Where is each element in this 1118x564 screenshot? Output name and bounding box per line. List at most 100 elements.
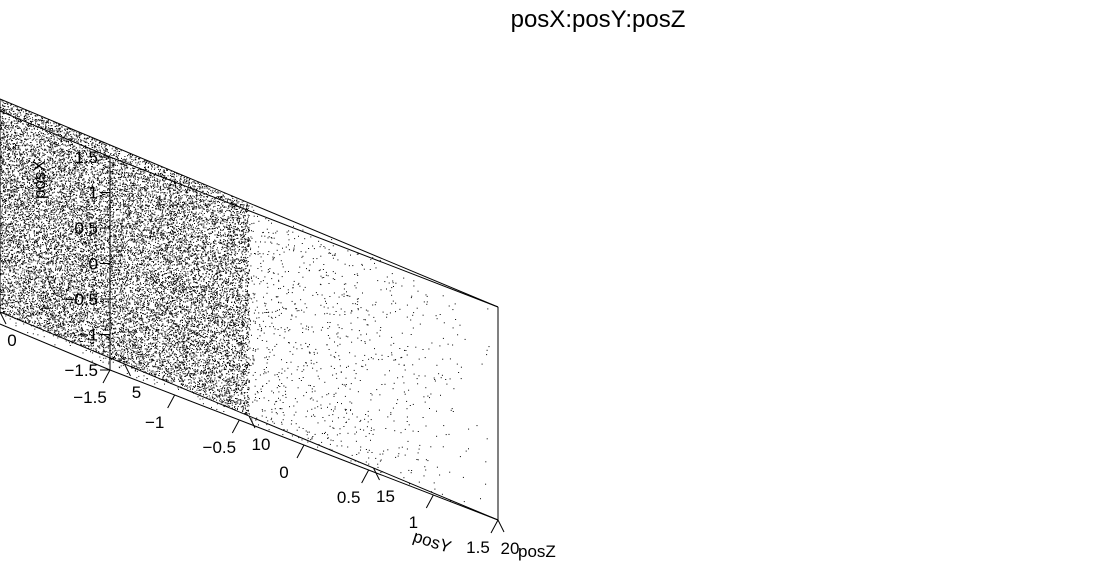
- data-point: [163, 179, 165, 181]
- data-point: [10, 282, 12, 284]
- data-point: [281, 372, 283, 374]
- data-point: [170, 204, 172, 206]
- data-point: [379, 453, 381, 455]
- data-point: [75, 197, 77, 199]
- data-point: [75, 261, 77, 263]
- data-point: [233, 294, 235, 296]
- data-point: [78, 135, 80, 137]
- data-point: [87, 263, 89, 265]
- data-point: [148, 328, 150, 330]
- data-point: [307, 329, 309, 331]
- data-point: [231, 319, 233, 321]
- data-point: [95, 283, 97, 285]
- data-point: [63, 223, 65, 225]
- data-point: [304, 238, 306, 240]
- data-point: [443, 425, 445, 427]
- data-point: [78, 232, 80, 234]
- data-point: [206, 220, 208, 222]
- data-point: [126, 340, 128, 342]
- data-point: [177, 211, 178, 213]
- data-point: [46, 298, 48, 300]
- data-point: [181, 361, 183, 363]
- data-point: [64, 165, 66, 167]
- data-point: [65, 196, 66, 198]
- data-point: [69, 288, 71, 290]
- data-point: [143, 309, 145, 311]
- data-point: [257, 253, 259, 255]
- data-point: [266, 347, 268, 349]
- data-point: [86, 172, 88, 174]
- data-point: [258, 246, 260, 248]
- data-point: [31, 198, 32, 200]
- data-point: [98, 244, 100, 245]
- data-point: [237, 211, 239, 213]
- data-point: [88, 162, 89, 164]
- data-point: [122, 172, 123, 174]
- data-point: [54, 185, 56, 187]
- data-point: [14, 178, 16, 180]
- data-point: [69, 345, 71, 346]
- data-point: [272, 256, 274, 258]
- data-point: [262, 280, 264, 282]
- data-point: [325, 274, 327, 276]
- data-point: [229, 380, 231, 382]
- data-point: [130, 212, 132, 214]
- data-point: [369, 339, 371, 341]
- data-point: [300, 323, 302, 325]
- box-edge: [0, 323, 111, 371]
- data-point: [234, 346, 236, 347]
- data-point: [276, 343, 278, 345]
- data-point: [153, 188, 155, 190]
- data-point: [59, 284, 60, 286]
- data-point: [71, 319, 73, 321]
- data-point: [207, 252, 209, 254]
- data-point: [57, 301, 59, 303]
- data-point: [0, 282, 2, 284]
- data-point: [94, 289, 96, 291]
- data-point: [83, 260, 85, 262]
- data-point: [175, 184, 177, 186]
- data-point: [234, 367, 236, 369]
- data-point: [252, 349, 254, 351]
- data-point: [442, 358, 444, 360]
- data-point: [442, 446, 444, 448]
- data-point: [159, 246, 161, 247]
- data-point: [233, 355, 235, 357]
- data-point: [329, 322, 331, 323]
- data-point: [31, 214, 33, 216]
- data-point: [83, 220, 85, 222]
- data-point: [139, 328, 141, 330]
- data-point: [43, 140, 45, 142]
- data-point: [83, 179, 85, 181]
- data-point: [17, 255, 19, 257]
- data-point: [25, 281, 27, 283]
- data-point: [468, 428, 470, 430]
- data-point: [271, 390, 273, 392]
- data-point: [36, 255, 38, 257]
- data-point: [264, 410, 266, 412]
- data-point: [146, 265, 147, 267]
- data-point: [18, 195, 20, 197]
- data-point: [63, 225, 65, 227]
- data-point: [202, 398, 204, 400]
- data-point: [258, 312, 260, 314]
- data-point: [102, 180, 104, 182]
- data-point: [252, 355, 254, 356]
- data-point: [53, 123, 55, 125]
- data-point: [90, 206, 92, 208]
- data-point: [137, 220, 139, 222]
- data-point: [287, 289, 289, 291]
- data-point: [81, 262, 83, 264]
- data-point: [98, 282, 100, 284]
- data-point: [124, 189, 126, 191]
- data-point: [92, 352, 94, 354]
- data-point: [168, 190, 170, 192]
- data-point: [319, 246, 321, 248]
- data-point: [276, 400, 278, 402]
- data-point: [193, 345, 195, 347]
- data-point: [343, 293, 345, 295]
- data-point: [80, 218, 82, 220]
- data-point: [48, 184, 50, 186]
- data-point: [81, 235, 83, 237]
- data-point: [45, 258, 47, 260]
